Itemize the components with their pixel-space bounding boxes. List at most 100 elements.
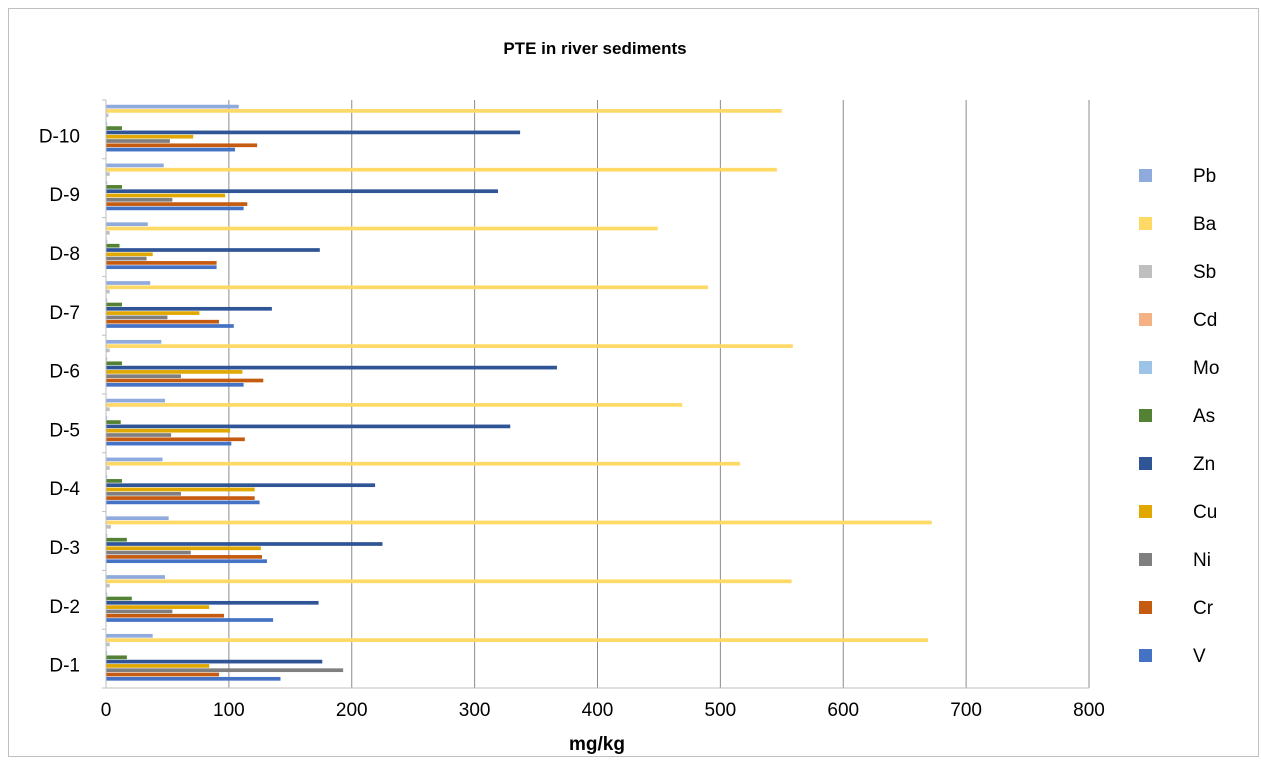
legend-label-ni: Ni [1193, 550, 1211, 571]
legend-swatch-v [1139, 649, 1152, 662]
bar-sb-d-7 [106, 289, 110, 294]
bar-cu-d-1 [106, 664, 210, 668]
legend-label-cd: Cd [1193, 310, 1217, 331]
bar-ba-d-6 [106, 344, 793, 348]
bar-pb-d-8 [106, 222, 148, 227]
bar-pb-d-10 [106, 104, 239, 109]
bar-v-d-8 [106, 265, 217, 270]
bar-mo-d-4 [106, 474, 108, 479]
bar-cu-d-2 [106, 605, 210, 609]
bar-ni-d-4 [106, 491, 181, 496]
bar-sb-d-4 [106, 466, 110, 470]
bar-cu-d-4 [106, 487, 255, 492]
x-tick-label: 600 [827, 700, 859, 721]
bar-sb-d-2 [106, 583, 110, 588]
bar-v-d-10 [106, 147, 236, 152]
bar-cu-d-8 [106, 252, 153, 257]
bar-ba-d-5 [106, 403, 683, 407]
bar-ba-d-1 [106, 638, 929, 642]
bar-zn-d-1 [106, 659, 323, 664]
bar-pb-d-4 [106, 457, 163, 462]
chart-title: PTE in river sediments [503, 39, 686, 58]
bar-cu-d-10 [106, 134, 194, 139]
x-tick-label: 400 [582, 700, 614, 721]
bar-sb-d-1 [106, 642, 110, 647]
bar-ba-d-10 [106, 109, 782, 113]
y-category-label: D-8 [49, 244, 80, 265]
x-tick-label: 500 [705, 700, 737, 721]
legend-label-mo: Mo [1193, 358, 1219, 379]
bar-cr-d-5 [106, 437, 245, 442]
bar-cr-d-2 [106, 613, 224, 618]
bar-sb-d-10 [106, 113, 109, 118]
bar-v-d-3 [106, 559, 267, 564]
legend-label-cr: Cr [1193, 598, 1214, 619]
bars [106, 104, 932, 681]
bar-as-d-1 [106, 655, 127, 660]
legend: Pb Ba Sb Cd Mo As Zn Cu Ni Cr V [1139, 166, 1219, 667]
bar-v-d-5 [106, 441, 232, 446]
bar-as-d-6 [106, 361, 122, 366]
x-tick-label: 100 [213, 700, 245, 721]
legend-label-cu: Cu [1193, 502, 1217, 523]
y-category-label: D-6 [49, 362, 80, 383]
y-category-label: D-4 [49, 479, 80, 500]
x-tick-label: 700 [950, 700, 982, 721]
bar-ba-d-9 [106, 167, 777, 172]
bar-as-d-5 [106, 420, 121, 424]
legend-label-v: V [1193, 646, 1206, 667]
bar-sb-d-6 [106, 348, 110, 353]
bar-pb-d-5 [106, 398, 165, 403]
bar-v-d-1 [106, 676, 281, 681]
bar-cr-d-3 [106, 555, 263, 559]
legend-swatch-zn [1139, 457, 1152, 470]
gridlines [228, 100, 1090, 688]
bar-pb-d-3 [106, 516, 169, 521]
y-category-label: D-7 [49, 303, 80, 324]
bar-zn-d-7 [106, 306, 272, 311]
bar-zn-d-2 [106, 600, 319, 605]
bar-mo-d-1 [106, 651, 108, 655]
bar-pb-d-1 [106, 633, 153, 638]
bar-ni-d-3 [106, 550, 191, 555]
y-category-label: D-1 [49, 656, 80, 677]
bar-as-d-3 [106, 537, 127, 542]
bar-v-d-6 [106, 382, 244, 387]
bar-v-d-2 [106, 618, 274, 622]
bar-mo-d-8 [106, 239, 108, 244]
bar-ni-d-10 [106, 139, 170, 143]
bar-zn-d-4 [106, 483, 376, 488]
bar-cr-d-9 [106, 202, 248, 206]
legend-swatch-mo [1139, 361, 1152, 374]
bar-v-d-4 [106, 500, 260, 505]
bar-pb-d-9 [106, 163, 164, 168]
bar-mo-d-10 [106, 121, 108, 126]
x-tick-label: 300 [459, 700, 491, 721]
bar-ni-d-5 [106, 433, 172, 437]
bar-ba-d-8 [106, 226, 658, 231]
bar-pb-d-7 [106, 281, 151, 285]
bar-as-d-10 [106, 126, 122, 130]
bar-ni-d-1 [106, 668, 344, 673]
bar-as-d-8 [106, 243, 120, 248]
bar-ni-d-9 [106, 197, 173, 202]
axes: 0 100 200 300 400 500 600 700 800 D-1 D-2 D-3 D-4 D-5… [39, 99, 1105, 721]
bar-mo-d-7 [106, 298, 108, 303]
legend-swatch-cd [1139, 313, 1152, 326]
bar-zn-d-5 [106, 424, 511, 429]
bar-zn-d-6 [106, 365, 557, 370]
bar-ba-d-2 [106, 579, 792, 584]
bar-sb-d-9 [106, 172, 110, 176]
bar-v-d-9 [106, 206, 244, 211]
bar-cu-d-3 [106, 546, 261, 551]
bar-ba-d-7 [106, 285, 709, 290]
legend-label-zn: Zn [1193, 454, 1215, 475]
bar-cu-d-9 [106, 193, 226, 198]
bar-pb-d-2 [106, 575, 165, 579]
bar-mo-d-3 [106, 533, 108, 538]
legend-swatch-pb [1139, 169, 1152, 182]
bar-mo-d-9 [106, 180, 108, 185]
legend-swatch-ni [1139, 553, 1152, 566]
bar-ni-d-7 [106, 315, 168, 320]
